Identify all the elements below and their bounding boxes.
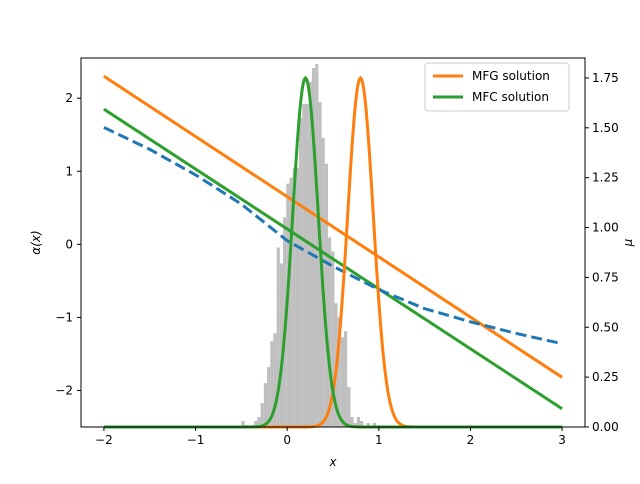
axis-ticks: −2 −1 0 1 2 3 −2 −1 0 1 2 0.00 0.25 0.50 0.75 1.00 1.25 1… xyxy=(55,71,618,447)
histogram-bar xyxy=(270,341,274,427)
histogram-bar xyxy=(263,383,268,427)
series-line-mfc xyxy=(103,107,563,410)
x-tick-label: 3 xyxy=(558,433,566,447)
histogram-bar xyxy=(289,177,293,427)
histogram-bar xyxy=(324,163,328,428)
histogram-bar xyxy=(273,333,277,427)
histogram-bar xyxy=(254,421,258,427)
legend: MFG solution MFC solution xyxy=(424,62,570,112)
histogram-bar xyxy=(276,247,280,427)
y-right-tick-label: 1.75 xyxy=(592,71,619,85)
x-tick-label: 1 xyxy=(375,433,383,447)
histogram-bar xyxy=(356,417,361,427)
histogram-bar xyxy=(337,317,341,427)
histogram-bar xyxy=(302,103,306,428)
y-axis-right-label: μ xyxy=(621,238,635,247)
legend-label-mfg: MFG solution xyxy=(472,69,550,83)
histogram-bar xyxy=(372,423,377,427)
histogram-bar xyxy=(295,167,300,427)
histogram xyxy=(241,63,377,428)
y-right-tick-label: 0.00 xyxy=(592,420,619,434)
histogram-bar xyxy=(353,423,357,427)
x-tick-label: 0 xyxy=(283,433,291,447)
y-left-tick-label: 2 xyxy=(65,91,73,105)
histogram-bar xyxy=(292,167,296,427)
histogram-bar xyxy=(343,331,348,427)
histogram-bar xyxy=(299,117,303,428)
histogram-bar xyxy=(327,237,332,427)
y-right-tick-label: 0.25 xyxy=(592,370,619,384)
histogram-bar xyxy=(260,403,264,427)
y-right-tick-label: 0.50 xyxy=(592,320,619,334)
y-left-tick-label: −1 xyxy=(55,310,73,324)
y-left-tick-label: 1 xyxy=(65,164,73,178)
histogram-bar xyxy=(257,417,261,427)
y-right-tick-label: 1.25 xyxy=(592,171,619,185)
histogram-bar xyxy=(360,421,364,427)
histogram-bar xyxy=(315,63,319,427)
histogram-bar xyxy=(350,417,354,427)
series-line-dashed xyxy=(103,126,563,346)
histogram-bar xyxy=(305,103,309,428)
y-left-tick-label: 0 xyxy=(65,237,73,251)
histogram-bar xyxy=(347,387,351,427)
x-axis-label: x xyxy=(328,455,337,469)
y-axis-left-label: α(x) xyxy=(29,230,43,254)
x-tick-label: 2 xyxy=(467,433,475,447)
histogram-bar xyxy=(241,421,245,427)
y-right-tick-label: 1.00 xyxy=(592,221,619,235)
legend-label-mfc: MFC solution xyxy=(472,90,549,104)
histogram-bar xyxy=(366,423,370,427)
histogram-bar xyxy=(279,263,284,427)
histogram-bar xyxy=(340,337,344,427)
histogram-bar xyxy=(267,367,271,427)
histogram-bar xyxy=(331,251,335,427)
x-tick-label: −2 xyxy=(95,433,113,447)
y-left-tick-label: −2 xyxy=(55,383,73,397)
y-right-tick-label: 0.75 xyxy=(592,270,619,284)
x-tick-label: −1 xyxy=(187,433,205,447)
plot-frame xyxy=(80,57,586,428)
y-right-tick-label: 1.50 xyxy=(592,121,619,135)
